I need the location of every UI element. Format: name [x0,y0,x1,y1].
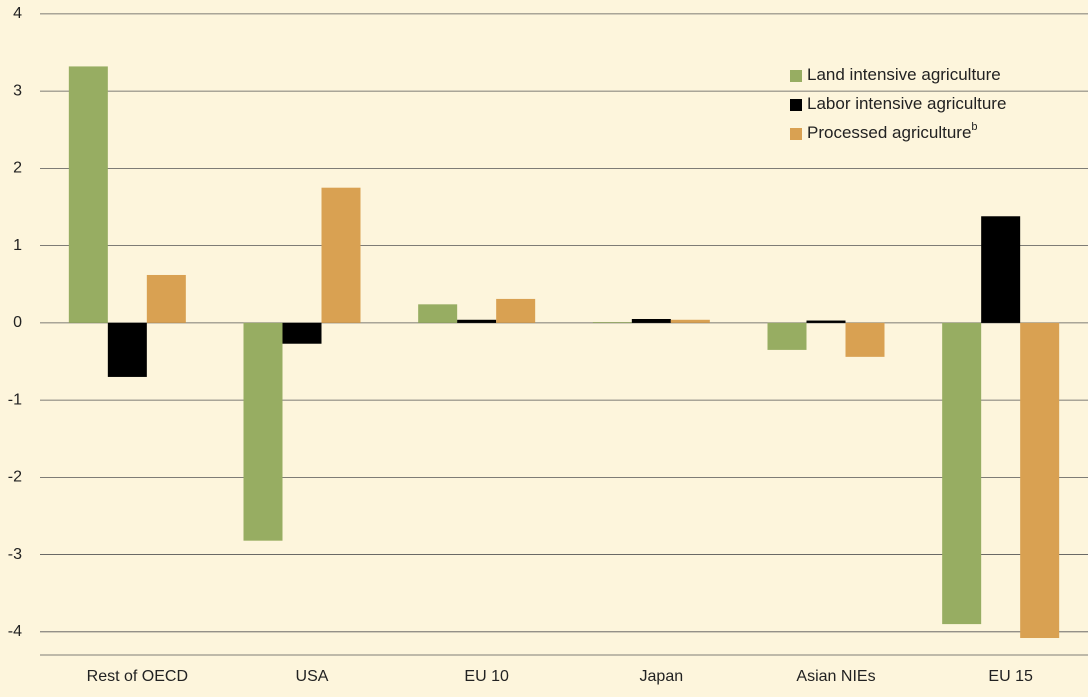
bar [496,298,536,323]
x-tick-label: Asian NIEs [796,668,875,685]
y-tick-label: 0 [13,314,22,331]
y-tick-label: -2 [8,469,22,486]
legend-swatch [790,99,802,111]
bar [806,320,846,323]
y-tick-label: 2 [13,160,22,177]
bar [631,319,671,323]
y-tick-label: 3 [13,82,22,99]
bar [1020,322,1060,639]
y-tick-label: 1 [13,237,22,254]
legend-swatch [790,128,802,140]
legend-text: Processed agriculture [807,123,971,142]
bar [592,322,632,323]
x-tick-label: Japan [640,668,684,685]
y-tick-label: 4 [13,5,22,22]
bar [321,187,361,323]
bar [68,66,108,323]
bar [282,322,322,344]
bar [146,274,186,323]
x-tick-label: Rest of OECD [87,668,188,685]
bar [981,216,1021,323]
legend-swatch [790,70,802,82]
bar [845,322,885,357]
bar [767,322,807,350]
bar [107,322,147,377]
legend-superscript: b [971,121,977,133]
legend-label: Labor intensive agriculture [807,94,1006,113]
x-tick-label: USA [296,668,329,685]
legend-label: Processed agricultureb [807,121,978,143]
y-tick-label: -3 [8,546,22,563]
bar [457,319,497,323]
y-tick-label: -4 [8,623,22,640]
legend-text: Labor intensive agriculture [807,94,1006,113]
bar [942,322,982,625]
legend-label: Land intensive agriculture [807,65,1001,84]
y-tick-label: -1 [8,391,22,408]
legend-text: Land intensive agriculture [807,65,1001,84]
x-tick-label: EU 15 [988,668,1033,685]
bar [243,322,283,541]
bar [418,304,458,323]
x-tick-label: EU 10 [464,668,509,685]
bar [670,319,710,323]
